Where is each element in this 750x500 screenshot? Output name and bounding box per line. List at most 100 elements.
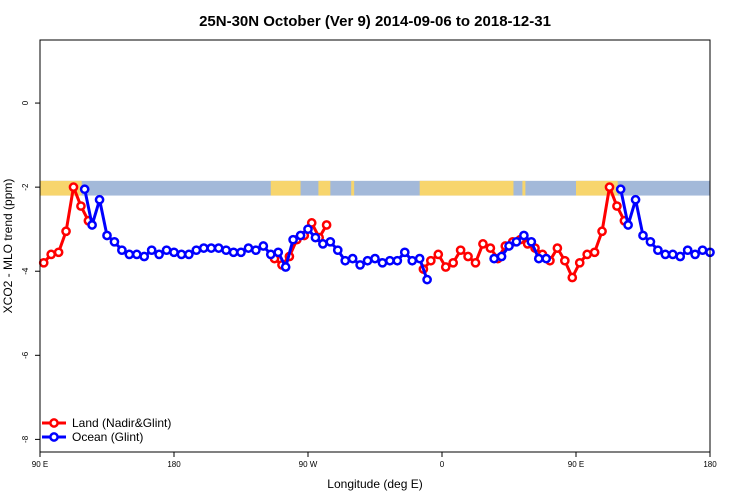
series-1-point: [623, 220, 633, 230]
series-1-point: [213, 243, 224, 253]
series-0-point: [478, 239, 488, 249]
series-1-point: [139, 251, 150, 262]
series-0-point: [559, 255, 570, 266]
series-0-point: [53, 247, 64, 258]
series-1: [79, 184, 715, 285]
series-1-point: [131, 249, 142, 260]
series-layer: [38, 182, 715, 285]
series-1-point: [325, 236, 336, 247]
series-1-point: [184, 249, 194, 260]
series-1-point: [496, 251, 507, 262]
x-tick-label-2: 90 W: [299, 460, 318, 469]
series-1-line-0: [83, 188, 429, 281]
series-0-point: [463, 251, 473, 262]
legend-marker-0: [49, 418, 59, 428]
series-1-point: [630, 194, 641, 205]
series-1-point: [340, 255, 351, 266]
land-band-2: [318, 180, 331, 196]
series-0-point: [448, 257, 459, 268]
x-tick-label-5: 180: [703, 460, 717, 469]
series-1-point: [392, 255, 403, 266]
series-1-point: [638, 230, 648, 241]
series-1-point: [303, 224, 313, 235]
series-1-point: [251, 245, 261, 256]
series-0-point: [61, 226, 71, 237]
series-1-point: [236, 247, 246, 258]
y-tick-label-0: 0: [21, 100, 30, 105]
y-tick-label-2: -4: [21, 267, 30, 275]
series-1-point: [533, 253, 544, 264]
chart-title: 25N-30N October (Ver 9) 2014-09-06 to 20…: [199, 13, 551, 30]
series-1-point: [682, 245, 693, 256]
series-1-point: [198, 243, 209, 253]
series-1-point: [697, 245, 708, 256]
x-axis: 90 E 180 90 W 0 90 E 180: [32, 452, 717, 469]
y-tick-label-4: -8: [21, 435, 30, 443]
series-0-point: [552, 243, 563, 253]
series-1-point: [519, 230, 529, 241]
series-1-point: [370, 253, 380, 264]
series-1-point: [310, 232, 321, 243]
series-1-point: [273, 247, 284, 258]
series-1-point: [645, 236, 656, 247]
land-band-3: [351, 180, 355, 196]
series-1-point: [280, 262, 291, 272]
series-0-point: [612, 201, 622, 211]
series-0-point: [38, 257, 49, 268]
series-1-point: [154, 249, 164, 260]
series-1-point: [288, 234, 298, 245]
series-0-point: [485, 243, 496, 253]
series-0-line-3: [519, 185, 626, 279]
series-1-point: [161, 245, 172, 256]
x-tick-label-0: 90 E: [32, 460, 48, 469]
series-0-point: [425, 255, 436, 266]
x-tick-label-4: 90 E: [568, 460, 584, 469]
y-axis-label: XCO2 - MLO trend (ppm): [1, 179, 15, 314]
y-tick-label-3: -6: [21, 351, 30, 359]
series-1-point: [228, 247, 239, 258]
series-1-point: [318, 239, 328, 249]
series-1-point: [243, 243, 254, 253]
series-1-point: [206, 243, 217, 253]
series-1-point: [117, 245, 127, 256]
x-tick-label-1: 180: [167, 460, 181, 469]
y-axis: 0 -2 -4 -6 -8: [21, 100, 40, 443]
y-tick-label-1: -2: [21, 183, 30, 191]
series-0-point: [68, 182, 79, 192]
series-1-point: [124, 249, 135, 260]
series-1-point: [489, 253, 499, 264]
series-0-point: [46, 249, 57, 260]
legend-label-1: Ocean (Glint): [72, 430, 143, 444]
plot-frame: [39, 39, 711, 453]
series-1-point: [526, 236, 537, 247]
series-1-point: [79, 184, 90, 195]
series-1-point: [94, 194, 105, 205]
land-band-4: [419, 180, 514, 196]
series-1-point: [355, 260, 365, 270]
series-0-point: [76, 201, 86, 211]
series-1-point: [332, 245, 343, 256]
series-1-point: [169, 247, 179, 258]
legend: Land (Nadir&Glint)Ocean (Glint): [42, 416, 171, 444]
x-tick-label-3: 0: [440, 460, 445, 469]
series-0-point: [604, 182, 615, 192]
series-0-point: [440, 262, 451, 272]
series-1-point: [504, 241, 514, 251]
series-1-point: [295, 230, 306, 241]
ocean-band: [40, 180, 710, 196]
series-1-point: [385, 255, 395, 266]
series-1-point: [362, 255, 373, 266]
series-1-point: [615, 184, 626, 195]
series-1-point: [660, 249, 671, 260]
series-0-point: [589, 247, 600, 258]
series-1-point: [511, 236, 522, 247]
series-1-point: [541, 253, 552, 264]
series-0-point: [455, 245, 466, 256]
series-1-point: [377, 257, 388, 268]
series-1-point: [407, 255, 418, 266]
series-1-point: [87, 220, 97, 230]
series-0-point: [574, 257, 585, 268]
series-1-point: [176, 249, 187, 260]
series-1-point: [191, 245, 202, 256]
series-0-point: [470, 257, 481, 268]
